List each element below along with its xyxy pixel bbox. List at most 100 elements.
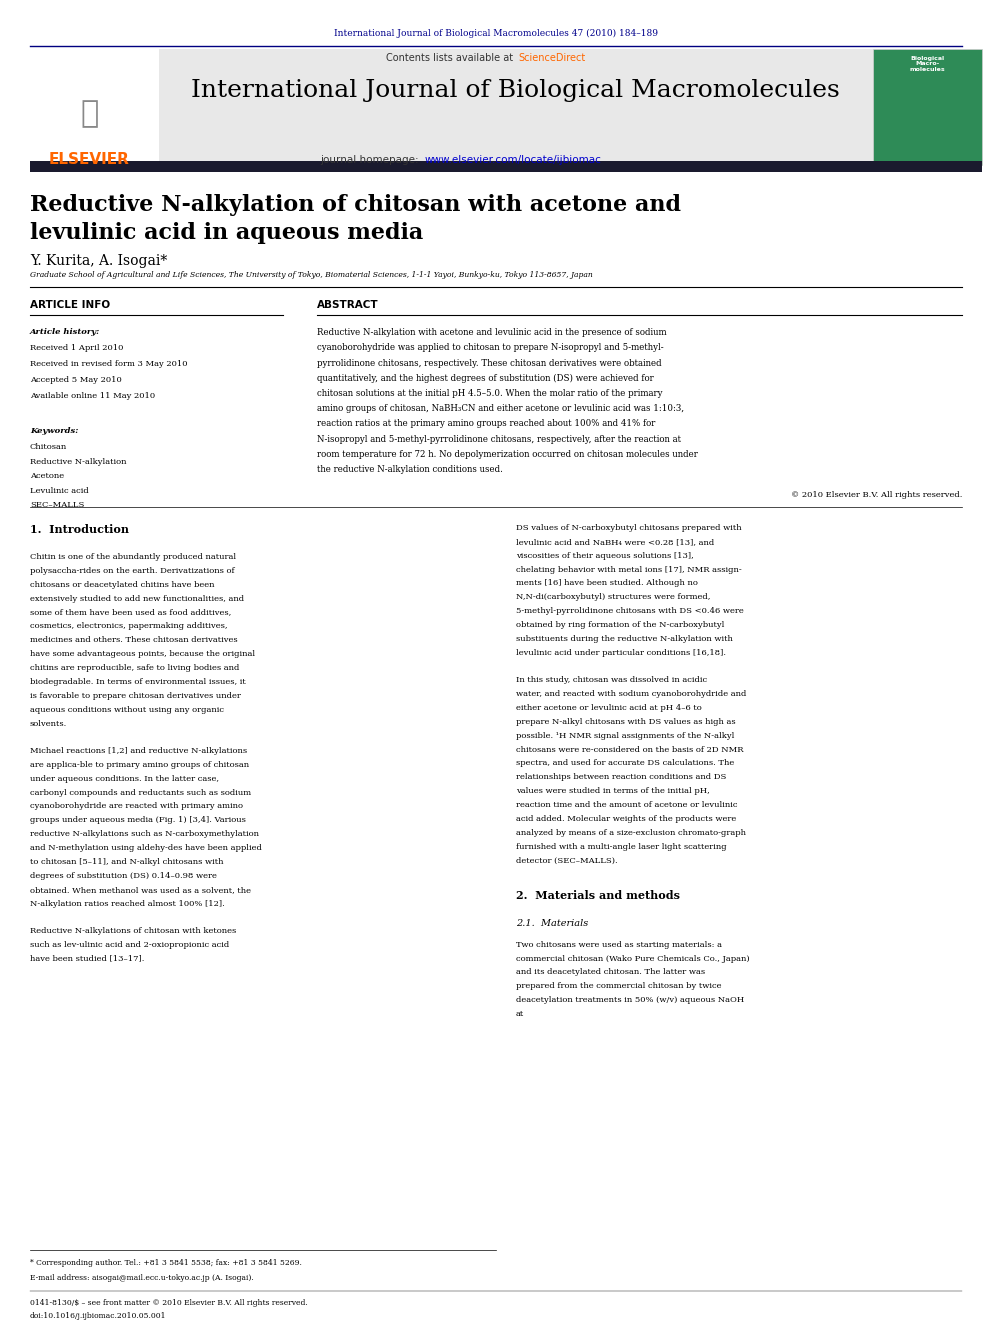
Text: N-alkylation ratios reached almost 100% [12].: N-alkylation ratios reached almost 100% … xyxy=(30,900,224,908)
Text: Chitosan: Chitosan xyxy=(30,443,67,451)
Text: prepare N-alkyl chitosans with DS values as high as: prepare N-alkyl chitosans with DS values… xyxy=(516,717,735,726)
Text: Available online 11 May 2010: Available online 11 May 2010 xyxy=(30,392,155,400)
Text: journal homepage:: journal homepage: xyxy=(319,155,422,165)
Text: chelating behavior with metal ions [17], NMR assign-: chelating behavior with metal ions [17],… xyxy=(516,566,742,574)
Text: Received in revised form 3 May 2010: Received in revised form 3 May 2010 xyxy=(30,360,187,368)
Text: polysaccha-rides on the earth. Derivatizations of: polysaccha-rides on the earth. Derivatiz… xyxy=(30,566,234,576)
Text: deacetylation treatments in 50% (w/v) aqueous NaOH: deacetylation treatments in 50% (w/v) aq… xyxy=(516,996,744,1004)
Text: detector (SEC–MALLS).: detector (SEC–MALLS). xyxy=(516,857,617,865)
Text: commercial chitosan (Wako Pure Chemicals Co., Japan): commercial chitosan (Wako Pure Chemicals… xyxy=(516,955,750,963)
Text: spectra, and used for accurate DS calculations. The: spectra, and used for accurate DS calcul… xyxy=(516,759,734,767)
Text: carbonyl compounds and reductants such as sodium: carbonyl compounds and reductants such a… xyxy=(30,789,251,796)
Text: cyanoborohydride are reacted with primary amino: cyanoborohydride are reacted with primar… xyxy=(30,802,243,811)
Text: either acetone or levulinic acid at pH 4–6 to: either acetone or levulinic acid at pH 4… xyxy=(516,704,701,712)
Text: have some advantageous points, because the original: have some advantageous points, because t… xyxy=(30,650,255,659)
Text: the reductive N-alkylation conditions used.: the reductive N-alkylation conditions us… xyxy=(317,466,503,474)
Text: E-mail address: aisogai@mail.ecc.u-tokyo.ac.jp (A. Isogai).: E-mail address: aisogai@mail.ecc.u-tokyo… xyxy=(30,1274,254,1282)
Text: medicines and others. These chitosan derivatives: medicines and others. These chitosan der… xyxy=(30,636,237,644)
Text: Reductive N-alkylation with acetone and levulinic acid in the presence of sodium: Reductive N-alkylation with acetone and … xyxy=(317,328,667,337)
Text: levulinic acid under particular conditions [16,18].: levulinic acid under particular conditio… xyxy=(516,650,726,658)
Text: are applica-ble to primary amino groups of chitosan: are applica-ble to primary amino groups … xyxy=(30,761,249,769)
Text: cyanoborohydride was applied to chitosan to prepare N-isopropyl and 5-methyl-: cyanoborohydride was applied to chitosan… xyxy=(317,343,664,352)
Text: and N-methylation using aldehy-des have been applied: and N-methylation using aldehy-des have … xyxy=(30,844,262,852)
Text: ARTICLE INFO: ARTICLE INFO xyxy=(30,300,110,311)
Text: such as lev-ulinic acid and 2-oxiopropionic acid: such as lev-ulinic acid and 2-oxiopropio… xyxy=(30,941,229,949)
Text: substituents during the reductive N-alkylation with: substituents during the reductive N-alky… xyxy=(516,635,733,643)
Text: Reductive N-alkylations of chitosan with ketones: Reductive N-alkylations of chitosan with… xyxy=(30,927,236,935)
Text: reaction time and the amount of acetone or levulinic: reaction time and the amount of acetone … xyxy=(516,800,737,810)
Text: www.elsevier.com/locate/ijbiomac: www.elsevier.com/locate/ijbiomac xyxy=(425,155,601,165)
Text: and its deacetylated chitosan. The latter was: and its deacetylated chitosan. The latte… xyxy=(516,968,705,976)
Text: ments [16] have been studied. Although no: ments [16] have been studied. Although n… xyxy=(516,579,697,587)
Text: reaction ratios at the primary amino groups reached about 100% and 41% for: reaction ratios at the primary amino gro… xyxy=(317,419,656,429)
Text: SEC–MALLS: SEC–MALLS xyxy=(30,501,84,509)
Text: levulinic acid in aqueous media: levulinic acid in aqueous media xyxy=(30,222,423,245)
Text: Chitin is one of the abundantly produced natural: Chitin is one of the abundantly produced… xyxy=(30,553,236,561)
FancyBboxPatch shape xyxy=(873,49,982,165)
Text: Acetone: Acetone xyxy=(30,472,63,480)
Text: aqueous conditions without using any organic: aqueous conditions without using any org… xyxy=(30,706,224,714)
Text: 0141-8130/$ – see front matter © 2010 Elsevier B.V. All rights reserved.: 0141-8130/$ – see front matter © 2010 El… xyxy=(30,1299,308,1307)
Text: Keywords:: Keywords: xyxy=(30,427,78,435)
Text: Michael reactions [1,2] and reductive N-alkylations: Michael reactions [1,2] and reductive N-… xyxy=(30,746,247,755)
Text: obtained. When methanol was used as a solvent, the: obtained. When methanol was used as a so… xyxy=(30,886,251,894)
Text: quantitatively, and the highest degrees of substitution (DS) were achieved for: quantitatively, and the highest degrees … xyxy=(317,373,654,382)
Text: doi:10.1016/j.ijbiomac.2010.05.001: doi:10.1016/j.ijbiomac.2010.05.001 xyxy=(30,1312,167,1320)
Text: International Journal of Biological Macromolecules 47 (2010) 184–189: International Journal of Biological Macr… xyxy=(334,29,658,38)
Text: possible. ¹H NMR signal assignments of the N-alkyl: possible. ¹H NMR signal assignments of t… xyxy=(516,732,734,740)
Text: Article history:: Article history: xyxy=(30,328,100,336)
Text: ELSEVIER: ELSEVIER xyxy=(49,152,130,167)
Text: Two chitosans were used as starting materials: a: Two chitosans were used as starting mate… xyxy=(516,941,722,949)
Text: N,N-di(carboxybutyl) structures were formed,: N,N-di(carboxybutyl) structures were for… xyxy=(516,593,710,602)
Text: Contents lists available at: Contents lists available at xyxy=(386,53,516,64)
Text: Received 1 April 2010: Received 1 April 2010 xyxy=(30,344,123,352)
Text: Graduate School of Agricultural and Life Sciences, The University of Tokyo, Biom: Graduate School of Agricultural and Life… xyxy=(30,271,592,279)
FancyBboxPatch shape xyxy=(159,49,873,165)
Text: 2.1.  Materials: 2.1. Materials xyxy=(516,919,588,929)
Text: acid added. Molecular weights of the products were: acid added. Molecular weights of the pro… xyxy=(516,815,736,823)
Text: have been studied [13–17].: have been studied [13–17]. xyxy=(30,955,144,963)
Text: ScienceDirect: ScienceDirect xyxy=(519,53,586,64)
FancyBboxPatch shape xyxy=(30,161,982,172)
Text: Biological
Macro-
molecules: Biological Macro- molecules xyxy=(910,56,945,73)
Text: extensively studied to add new functionalities, and: extensively studied to add new functiona… xyxy=(30,595,244,603)
Text: furnished with a multi-angle laser light scattering: furnished with a multi-angle laser light… xyxy=(516,843,726,851)
Text: © 2010 Elsevier B.V. All rights reserved.: © 2010 Elsevier B.V. All rights reserved… xyxy=(791,491,962,499)
Text: analyzed by means of a size-exclusion chromato-graph: analyzed by means of a size-exclusion ch… xyxy=(516,828,746,837)
Text: prepared from the commercial chitosan by twice: prepared from the commercial chitosan by… xyxy=(516,982,721,991)
Text: chitosans or deacetylated chitins have been: chitosans or deacetylated chitins have b… xyxy=(30,581,214,589)
Text: solvents.: solvents. xyxy=(30,720,67,728)
Text: In this study, chitosan was dissolved in acidic: In this study, chitosan was dissolved in… xyxy=(516,676,707,684)
Text: cosmetics, electronics, papermaking additives,: cosmetics, electronics, papermaking addi… xyxy=(30,623,227,631)
Text: 5-methyl-pyrrolidinone chitosans with DS <0.46 were: 5-methyl-pyrrolidinone chitosans with DS… xyxy=(516,607,744,615)
Text: Levulinic acid: Levulinic acid xyxy=(30,487,88,495)
Text: chitins are reproducible, safe to living bodies and: chitins are reproducible, safe to living… xyxy=(30,664,239,672)
Text: 🌿: 🌿 xyxy=(80,99,98,128)
Text: 1.  Introduction: 1. Introduction xyxy=(30,524,129,534)
Text: under aqueous conditions. In the latter case,: under aqueous conditions. In the latter … xyxy=(30,775,219,783)
Text: Accepted 5 May 2010: Accepted 5 May 2010 xyxy=(30,376,121,384)
Text: some of them have been used as food additives,: some of them have been used as food addi… xyxy=(30,609,231,617)
FancyBboxPatch shape xyxy=(30,49,149,165)
Text: amino groups of chitosan, NaBH₃CN and either acetone or levulinic acid was 1:10:: amino groups of chitosan, NaBH₃CN and ei… xyxy=(317,405,684,413)
Text: viscosities of their aqueous solutions [13],: viscosities of their aqueous solutions [… xyxy=(516,552,693,560)
Text: water, and reacted with sodium cyanoborohydride and: water, and reacted with sodium cyanoboro… xyxy=(516,691,746,699)
Text: biodegradable. In terms of environmental issues, it: biodegradable. In terms of environmental… xyxy=(30,679,245,687)
Text: to chitosan [5–11], and N-alkyl chitosans with: to chitosan [5–11], and N-alkyl chitosan… xyxy=(30,859,223,867)
Text: N-isopropyl and 5-methyl-pyrrolidinone chitosans, respectively, after the reacti: N-isopropyl and 5-methyl-pyrrolidinone c… xyxy=(317,434,682,443)
Text: is favorable to prepare chitosan derivatives under: is favorable to prepare chitosan derivat… xyxy=(30,692,241,700)
Text: room temperature for 72 h. No depolymerization occurred on chitosan molecules un: room temperature for 72 h. No depolymeri… xyxy=(317,450,698,459)
Text: relationships between reaction conditions and DS: relationships between reaction condition… xyxy=(516,773,726,782)
Text: DS values of N-carboxybutyl chitosans prepared with: DS values of N-carboxybutyl chitosans pr… xyxy=(516,524,741,532)
Text: * Corresponding author. Tel.: +81 3 5841 5538; fax: +81 3 5841 5269.: * Corresponding author. Tel.: +81 3 5841… xyxy=(30,1259,302,1267)
Text: International Journal of Biological Macromolecules: International Journal of Biological Macr… xyxy=(191,79,840,102)
Text: Y. Kurita, A. Isogai*: Y. Kurita, A. Isogai* xyxy=(30,254,167,269)
Text: degrees of substitution (DS) 0.14–0.98 were: degrees of substitution (DS) 0.14–0.98 w… xyxy=(30,872,216,880)
Text: at: at xyxy=(516,1011,524,1019)
Text: Reductive N-alkylation: Reductive N-alkylation xyxy=(30,458,126,466)
Text: levulinic acid and NaBH₄ were <0.28 [13], and: levulinic acid and NaBH₄ were <0.28 [13]… xyxy=(516,537,714,546)
Text: chitosan solutions at the initial pH 4.5–5.0. When the molar ratio of the primar: chitosan solutions at the initial pH 4.5… xyxy=(317,389,663,398)
Text: reductive N-alkylations such as N-carboxymethylation: reductive N-alkylations such as N-carbox… xyxy=(30,831,259,839)
Text: chitosans were re-considered on the basis of 2D NMR: chitosans were re-considered on the basi… xyxy=(516,745,743,754)
Text: pyrrolidinone chitosans, respectively. These chitosan derivatives were obtained: pyrrolidinone chitosans, respectively. T… xyxy=(317,359,662,368)
